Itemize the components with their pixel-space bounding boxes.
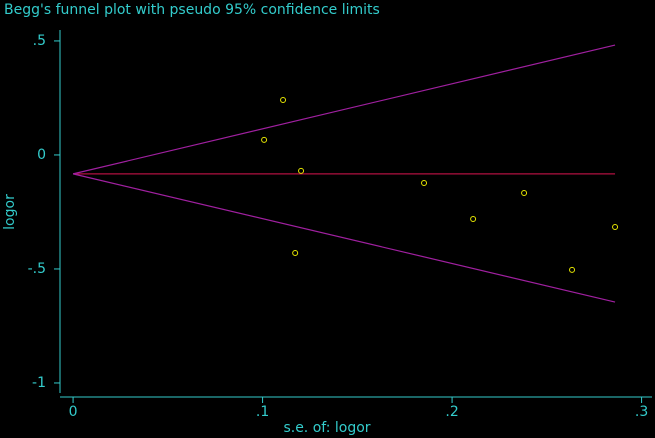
x-tick-label: .3 [635, 404, 648, 420]
data-point [298, 167, 305, 174]
data-point [292, 249, 299, 256]
y-tick-label: -.5 [28, 261, 46, 277]
y-axis-label: logor [2, 194, 18, 230]
y-tick-label: .5 [33, 33, 46, 49]
data-point [521, 190, 528, 197]
x-tick-label: 0 [69, 404, 78, 420]
data-point [470, 216, 477, 223]
y-tick-label: 0 [37, 147, 46, 163]
data-point [569, 266, 576, 273]
data-point [612, 224, 619, 231]
x-tick-label: .1 [256, 404, 269, 420]
data-point [280, 97, 287, 104]
data-point [421, 179, 428, 186]
x-tick-label: .2 [445, 404, 458, 420]
x-axis-label: s.e. of: logor [283, 420, 370, 436]
reference-line [72, 173, 616, 303]
reference-line [72, 44, 616, 175]
chart-title: Begg's funnel plot with pseudo 95% confi… [4, 2, 380, 18]
data-point [261, 136, 268, 143]
y-tick-label: -1 [32, 375, 46, 391]
